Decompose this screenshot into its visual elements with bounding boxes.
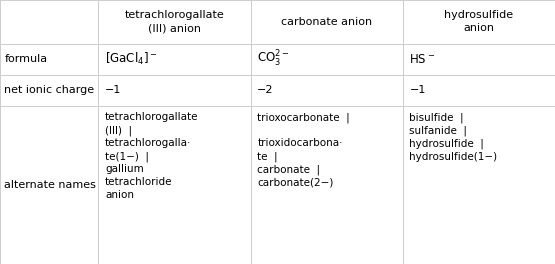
Text: hydrosulfide
anion: hydrosulfide anion [445, 10, 513, 33]
Text: carbonate anion: carbonate anion [281, 17, 372, 27]
Text: tetrachlorogallate
(III) anion: tetrachlorogallate (III) anion [124, 10, 224, 33]
Text: $[\mathrm{GaCl}_4]^-$: $[\mathrm{GaCl}_4]^-$ [105, 51, 158, 67]
Text: net ionic charge: net ionic charge [4, 86, 94, 95]
Text: −2: −2 [257, 86, 274, 95]
Text: −1: −1 [410, 86, 426, 95]
Text: alternate names: alternate names [4, 180, 97, 190]
Text: $\mathrm{CO}_3^{2-}$: $\mathrm{CO}_3^{2-}$ [257, 49, 290, 69]
Text: trioxocarbonate  |

trioxidocarbona·
te  |
carbonate  |
carbonate(2−): trioxocarbonate | trioxidocarbona· te | … [257, 112, 350, 188]
Text: bisulfide  |
sulfanide  |
hydrosulfide  |
hydrosulfide(1−): bisulfide | sulfanide | hydrosulfide | h… [410, 112, 497, 162]
Text: formula: formula [4, 54, 48, 64]
Text: tetrachlorogallate
(III)  |
tetrachlorogalla·
te(1−)  |
gallium
tetrachloride
an: tetrachlorogallate (III) | tetrachloroga… [105, 112, 199, 200]
Text: $\mathrm{HS}^-$: $\mathrm{HS}^-$ [410, 53, 436, 66]
Text: −1: −1 [105, 86, 122, 95]
